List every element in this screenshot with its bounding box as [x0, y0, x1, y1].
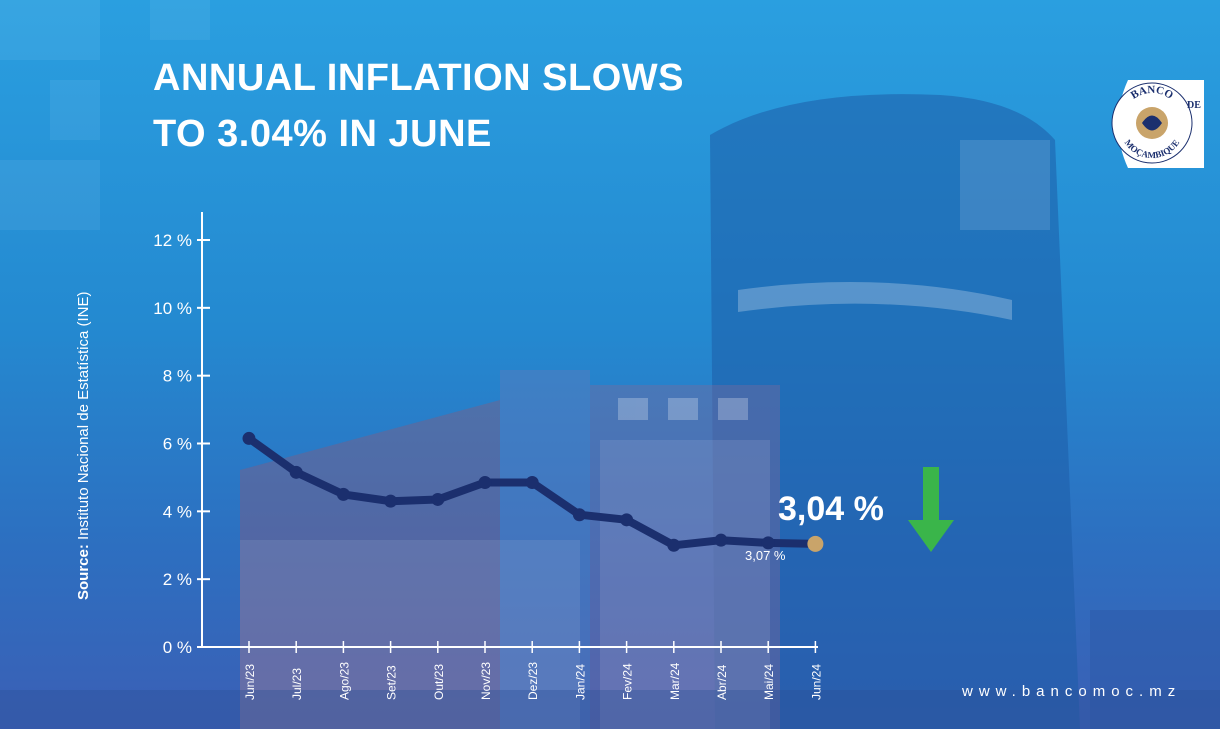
x-tick-label: Mai/24: [762, 664, 776, 700]
x-tick-label: Jul/23: [290, 668, 304, 700]
latest-value-label: 3,04 %: [778, 490, 884, 528]
data-point: [289, 465, 303, 479]
data-point: [620, 513, 634, 527]
x-tick-label: Dez/23: [526, 662, 540, 700]
x-tick-label: Ago/23: [337, 662, 351, 700]
inflation-series-line: [245, 434, 820, 550]
x-tick-label: Nov/23: [479, 662, 493, 700]
logo-emblem-icon: BANCO MOÇAMBIQUE DE: [1111, 80, 1204, 168]
data-point: [242, 431, 256, 445]
data-point: [572, 508, 586, 522]
website-url: www.bancomoc.mz: [962, 683, 1182, 700]
chart-title: ANNUAL INFLATION SLOWS TO 3.04% IN JUNE: [153, 50, 684, 162]
latest-data-point: [807, 535, 824, 552]
y-tick-label: 10 %: [153, 299, 192, 318]
data-point: [525, 476, 539, 490]
data-point: [761, 536, 775, 550]
data-point: [478, 476, 492, 490]
title-line-2: TO 3.04% IN JUNE: [153, 113, 492, 155]
x-tick-label: Jun/23: [243, 664, 257, 700]
y-tick-label: 4 %: [163, 502, 192, 521]
y-tick-label: 12 %: [153, 231, 192, 250]
data-point: [431, 492, 445, 506]
x-tick-label: Jun/24: [809, 664, 823, 700]
banco-de-mocambique-logo: BANCO MOÇAMBIQUE DE: [1108, 78, 1204, 170]
data-point: [714, 533, 728, 547]
down-arrow-icon: [908, 467, 954, 552]
x-tick-label: Abr/24: [715, 664, 729, 700]
logo-text-top: BANCO: [1129, 84, 1176, 102]
data-point: [667, 538, 681, 552]
y-tick-label: 2 %: [163, 570, 192, 589]
title-line-1: ANNUAL INFLATION SLOWS: [153, 57, 684, 99]
x-tick-label: Out/23: [432, 664, 446, 700]
data-point: [336, 487, 350, 501]
y-tick-label: 8 %: [163, 367, 192, 386]
y-tick-label: 6 %: [163, 435, 192, 454]
svg-text:BANCO: BANCO: [1129, 84, 1176, 102]
x-tick-label: Set/23: [385, 665, 399, 700]
x-tick-label: Mar/24: [668, 662, 682, 700]
x-tick-label: Jan/24: [573, 664, 587, 700]
previous-value-label: 3,07 %: [745, 548, 786, 563]
data-point: [384, 494, 398, 508]
logo-text-mid: DE: [1187, 100, 1201, 111]
y-tick-label: 0 %: [163, 638, 192, 657]
x-tick-label: Fev/24: [621, 663, 635, 700]
